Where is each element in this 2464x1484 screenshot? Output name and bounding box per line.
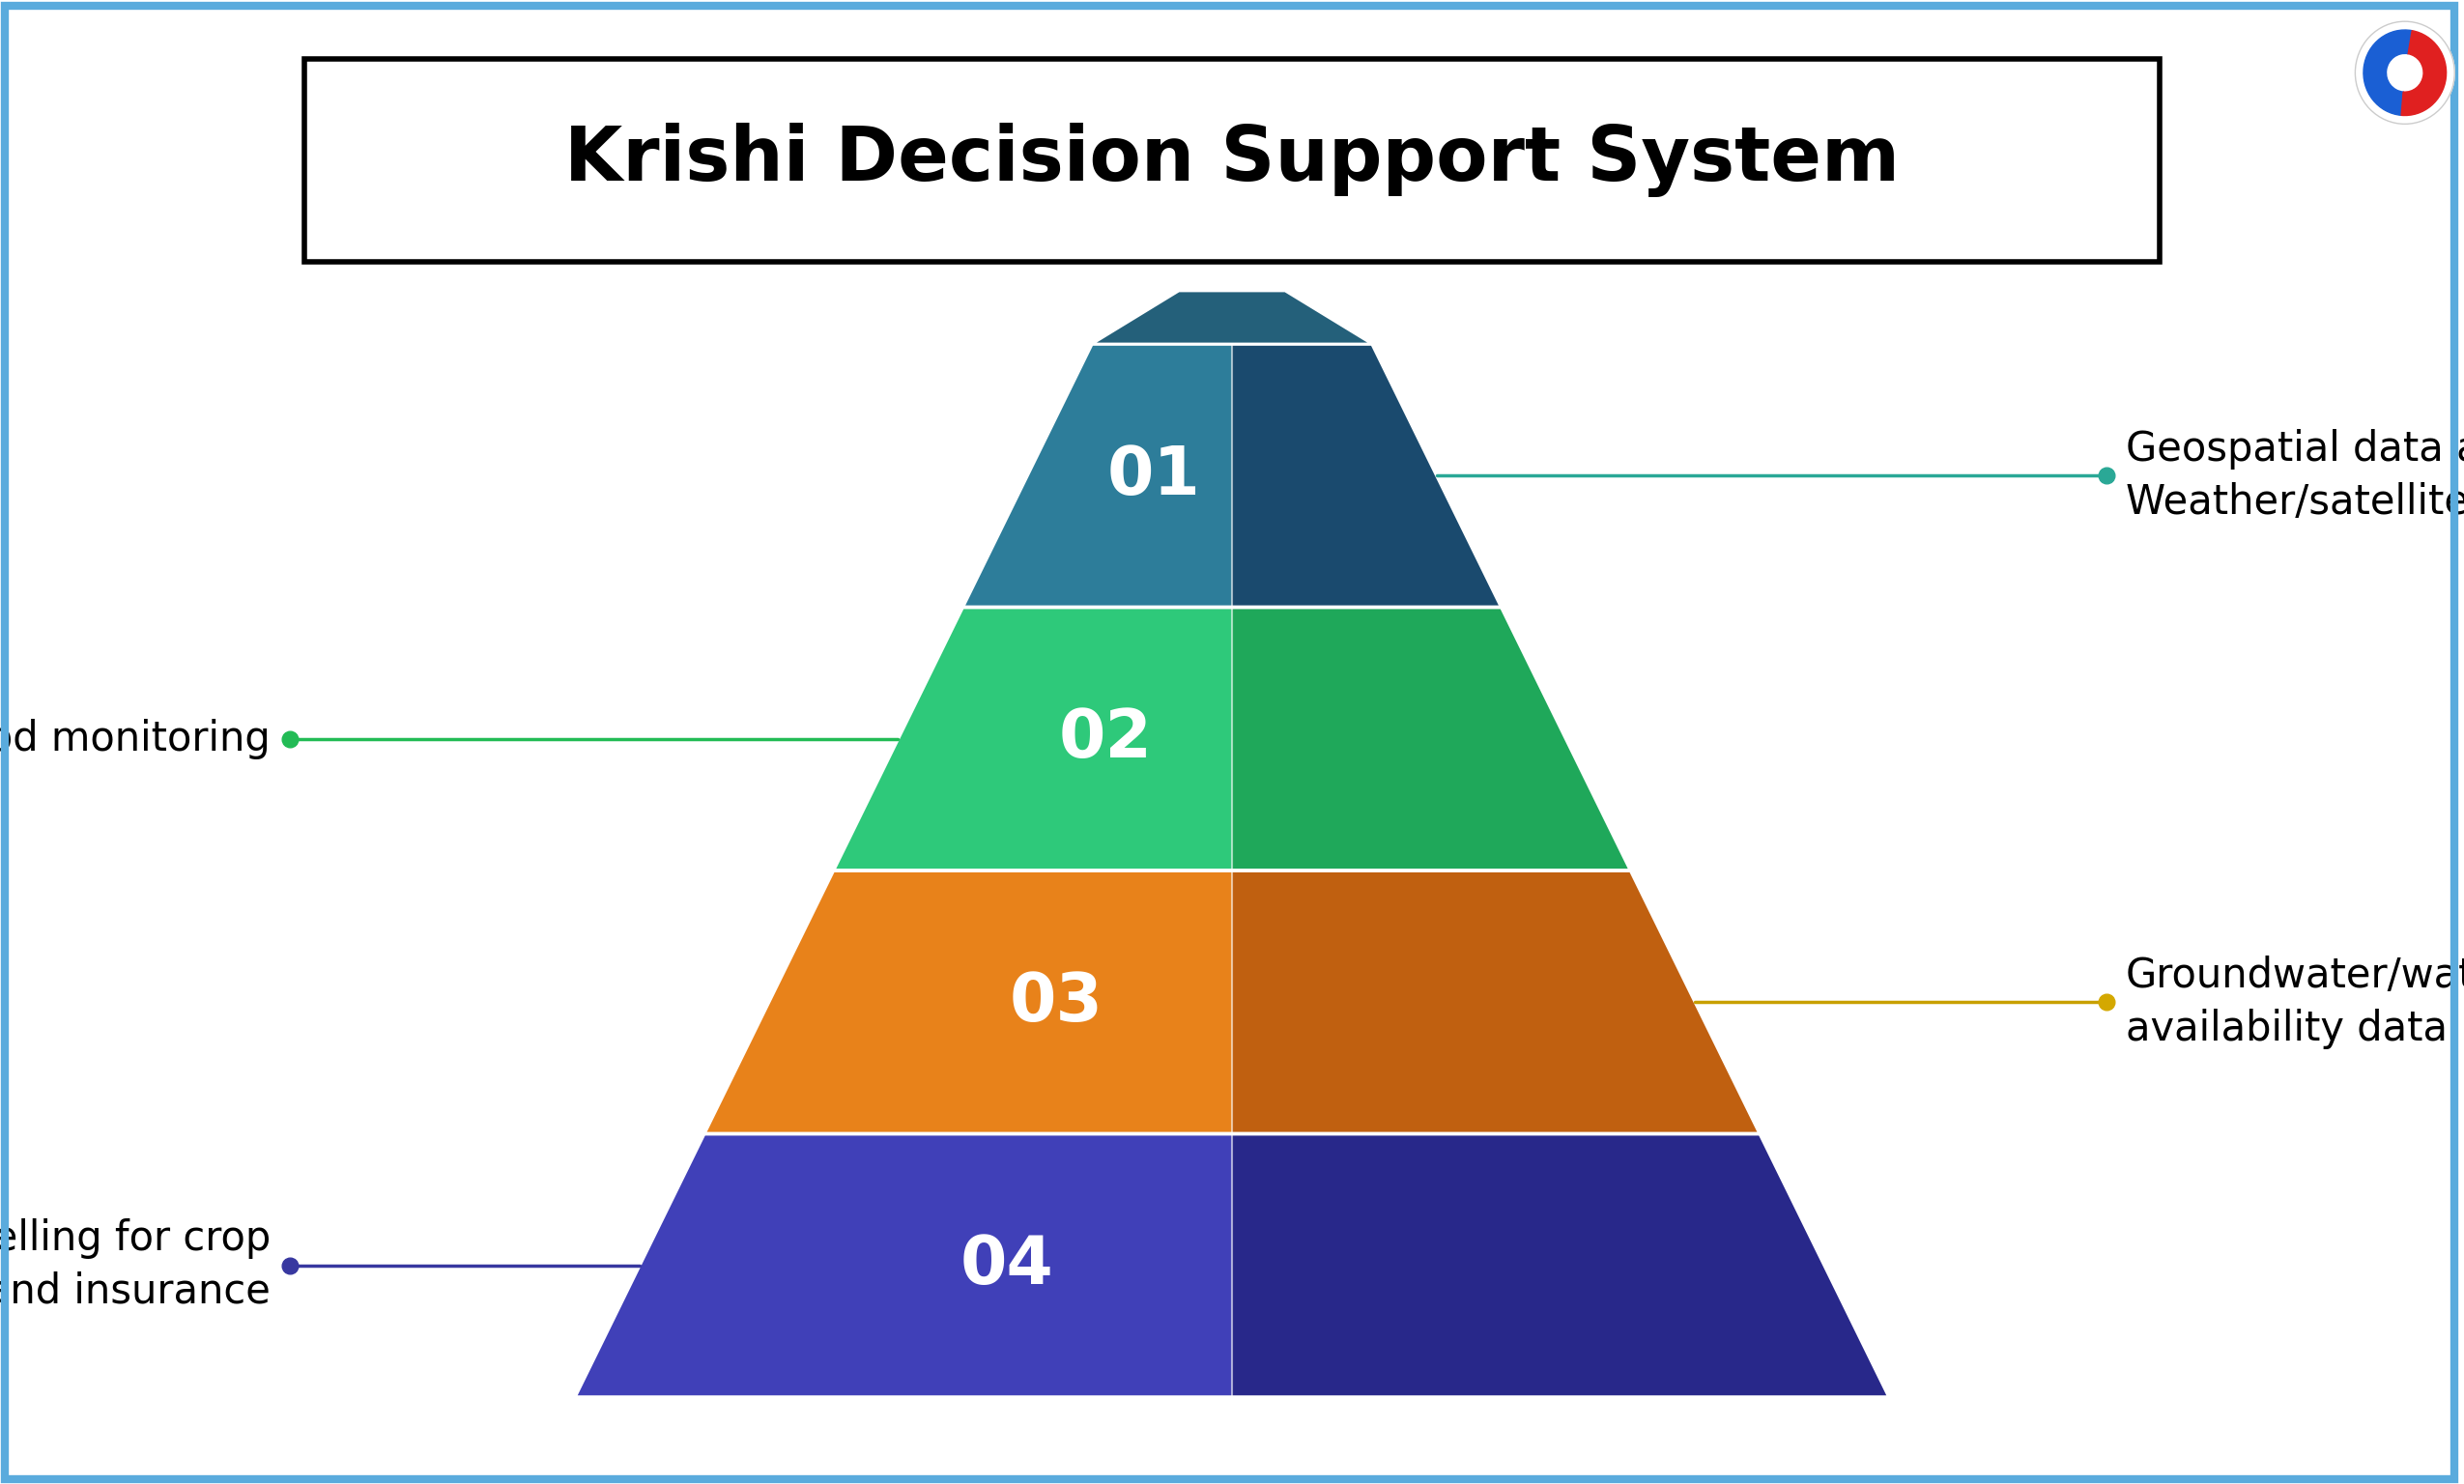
- Text: 03: 03: [1010, 969, 1104, 1034]
- Text: Groundwater/water
availability data: Groundwater/water availability data: [2126, 956, 2464, 1049]
- Polygon shape: [1232, 607, 1631, 871]
- Polygon shape: [1232, 344, 1501, 607]
- Text: 02: 02: [1057, 706, 1151, 772]
- Polygon shape: [705, 871, 1232, 1134]
- Polygon shape: [1232, 871, 1759, 1134]
- Text: Geospatial data and
Weather/satellite data: Geospatial data and Weather/satellite da…: [2126, 429, 2464, 522]
- Circle shape: [2356, 21, 2454, 125]
- Text: Krishi Decision Support System: Krishi Decision Support System: [564, 123, 1900, 197]
- Polygon shape: [833, 607, 1232, 871]
- Polygon shape: [1092, 291, 1178, 344]
- Polygon shape: [963, 344, 1232, 607]
- Wedge shape: [2363, 30, 2412, 116]
- Polygon shape: [1092, 291, 1372, 344]
- Text: Drought/flood monitoring: Drought/flood monitoring: [0, 718, 271, 760]
- Polygon shape: [574, 1134, 1232, 1396]
- Polygon shape: [1286, 291, 1372, 344]
- Polygon shape: [1232, 1134, 1890, 1396]
- Wedge shape: [2402, 31, 2447, 116]
- FancyBboxPatch shape: [306, 59, 2158, 261]
- Text: 01: 01: [1106, 444, 1200, 508]
- Text: 04: 04: [961, 1233, 1055, 1298]
- Text: Modelling for crop
yield and insurance: Modelling for crop yield and insurance: [0, 1218, 271, 1312]
